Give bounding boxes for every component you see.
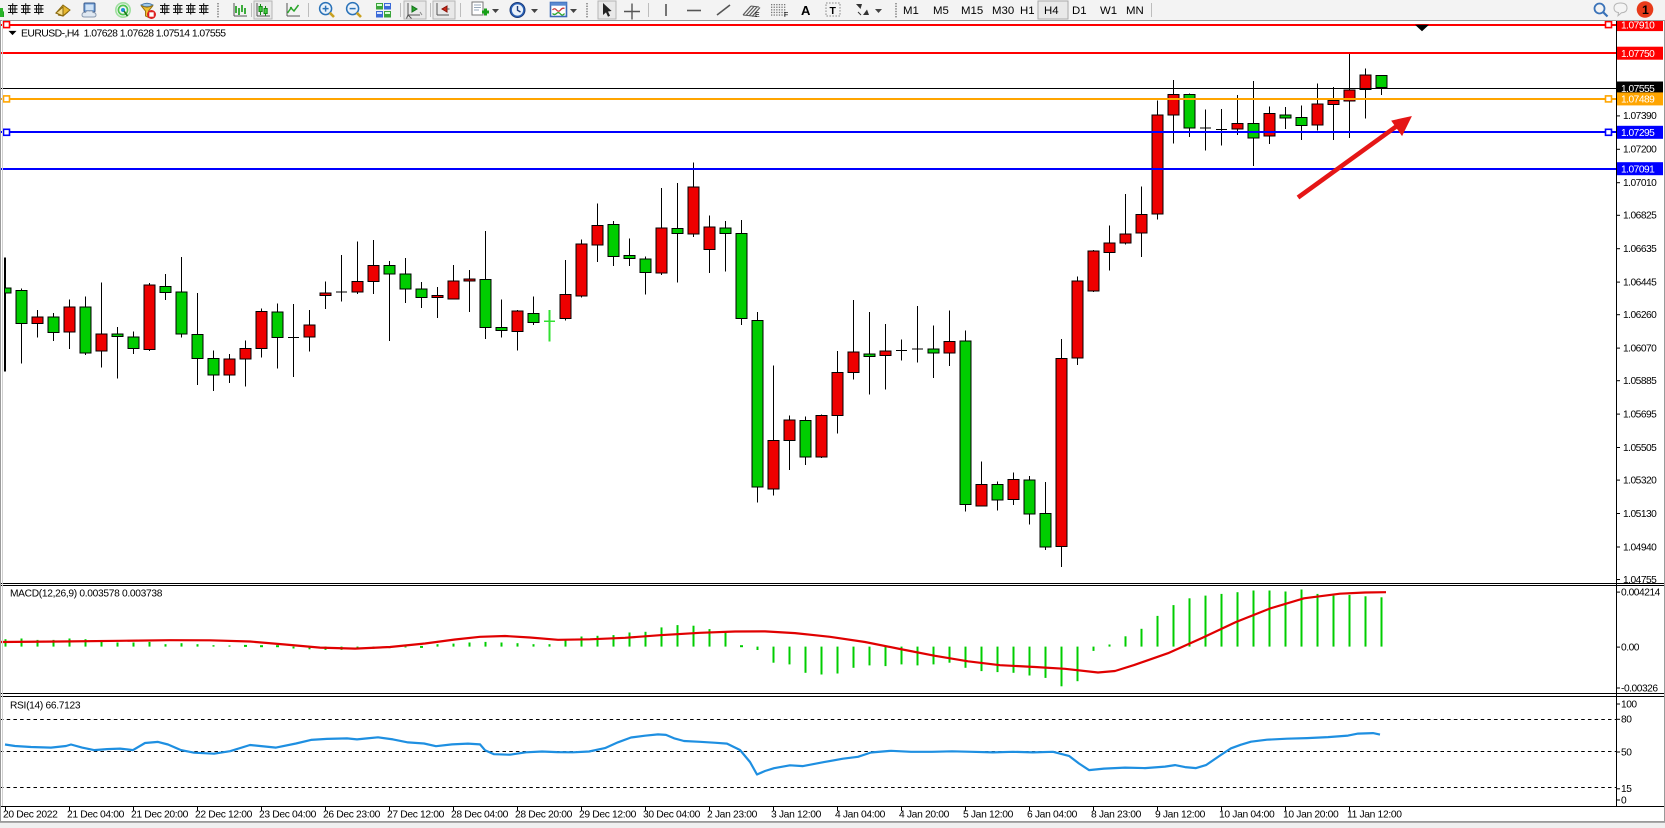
svg-text:1.06070: 1.06070 [1623,343,1657,354]
svg-text:20 Dec 2022: 20 Dec 2022 [3,810,58,821]
svg-text:29 Dec 12:00: 29 Dec 12:00 [579,810,637,821]
svg-text:H1: H1 [1020,5,1035,17]
svg-text:M1: M1 [903,5,919,17]
svg-text:1.05505: 1.05505 [1623,443,1657,454]
svg-text:22 Dec 12:00: 22 Dec 12:00 [195,810,253,821]
svg-text:2 Jan 23:00: 2 Jan 23:00 [707,810,758,821]
svg-text:1.06635: 1.06635 [1623,244,1657,255]
svg-text:1.05320: 1.05320 [1623,475,1657,486]
svg-text:1.05130: 1.05130 [1623,509,1657,520]
svg-text:EURUSD-,H4 1.07628 1.07628 1.: EURUSD-,H4 1.07628 1.07628 1.07514 1.075… [21,28,226,39]
svg-text:9 Jan 12:00: 9 Jan 12:00 [1155,810,1206,821]
svg-text:0.00: 0.00 [1621,642,1640,653]
svg-text:21 Dec 20:00: 21 Dec 20:00 [131,810,189,821]
svg-text:MACD(12,26,9) 0.003578 0.00373: MACD(12,26,9) 0.003578 0.003738 [10,588,163,599]
svg-text:1.06445: 1.06445 [1623,277,1657,288]
svg-text:5 Jan 12:00: 5 Jan 12:00 [963,810,1014,821]
svg-text:MN: MN [1126,5,1144,17]
svg-text:28 Dec 04:00: 28 Dec 04:00 [451,810,509,821]
svg-text:50: 50 [1621,747,1632,758]
svg-text:T: T [830,5,837,17]
svg-text:1.07091: 1.07091 [1621,165,1655,176]
svg-text:0: 0 [1621,795,1627,806]
svg-text:1.05885: 1.05885 [1623,376,1657,387]
svg-text:0.004214: 0.004214 [1621,587,1661,598]
svg-text:M5: M5 [933,5,949,17]
svg-text:10 Jan 20:00: 10 Jan 20:00 [1283,810,1339,821]
svg-text:23 Dec 04:00: 23 Dec 04:00 [259,810,317,821]
svg-text:27 Dec 12:00: 27 Dec 12:00 [387,810,445,821]
svg-text:F: F [784,12,788,19]
svg-text:1.07390: 1.07390 [1623,111,1657,122]
svg-text:1.07910: 1.07910 [1621,20,1655,31]
svg-text:6 Jan 04:00: 6 Jan 04:00 [1027,810,1078,821]
svg-text:W1: W1 [1100,5,1117,17]
svg-text:1.04940: 1.04940 [1623,542,1657,553]
svg-text:1.04755: 1.04755 [1623,575,1657,586]
svg-text:1: 1 [1642,3,1649,17]
svg-text:28 Dec 20:00: 28 Dec 20:00 [515,810,573,821]
svg-text:1.06260: 1.06260 [1623,310,1657,321]
svg-text:H4: H4 [1044,5,1059,17]
svg-text:1.07295: 1.07295 [1621,128,1655,139]
svg-text:D1: D1 [1072,5,1087,17]
svg-text:8 Jan 23:00: 8 Jan 23:00 [1091,810,1142,821]
svg-text:11 Jan 12:00: 11 Jan 12:00 [1347,810,1402,821]
svg-text:1.07489: 1.07489 [1621,95,1655,106]
svg-text:26 Dec 23:00: 26 Dec 23:00 [323,810,381,821]
svg-text:4 Jan 04:00: 4 Jan 04:00 [835,810,886,821]
svg-text:10 Jan 04:00: 10 Jan 04:00 [1219,810,1275,821]
svg-text:80: 80 [1621,715,1632,726]
svg-text:1.06825: 1.06825 [1623,211,1657,222]
svg-text:1.07200: 1.07200 [1623,145,1657,156]
svg-text:1.07750: 1.07750 [1621,49,1655,60]
svg-text:1.07010: 1.07010 [1623,178,1657,189]
svg-text:1.07555: 1.07555 [1621,84,1655,95]
svg-text:M30: M30 [992,5,1014,17]
svg-text:A: A [801,3,811,18]
svg-text:RSI(14) 66.7123: RSI(14) 66.7123 [10,700,81,711]
svg-text:21 Dec 04:00: 21 Dec 04:00 [67,810,125,821]
svg-text:100: 100 [1621,699,1637,710]
svg-text:30 Dec 04:00: 30 Dec 04:00 [643,810,701,821]
svg-text:1.05695: 1.05695 [1623,409,1657,420]
svg-text:4 Jan 20:00: 4 Jan 20:00 [899,810,950,821]
svg-text:E: E [755,12,760,19]
svg-text:-0.00326: -0.00326 [1621,683,1658,694]
svg-text:M15: M15 [961,5,983,17]
svg-text:15: 15 [1621,784,1632,795]
svg-text:3 Jan 12:00: 3 Jan 12:00 [771,810,822,821]
